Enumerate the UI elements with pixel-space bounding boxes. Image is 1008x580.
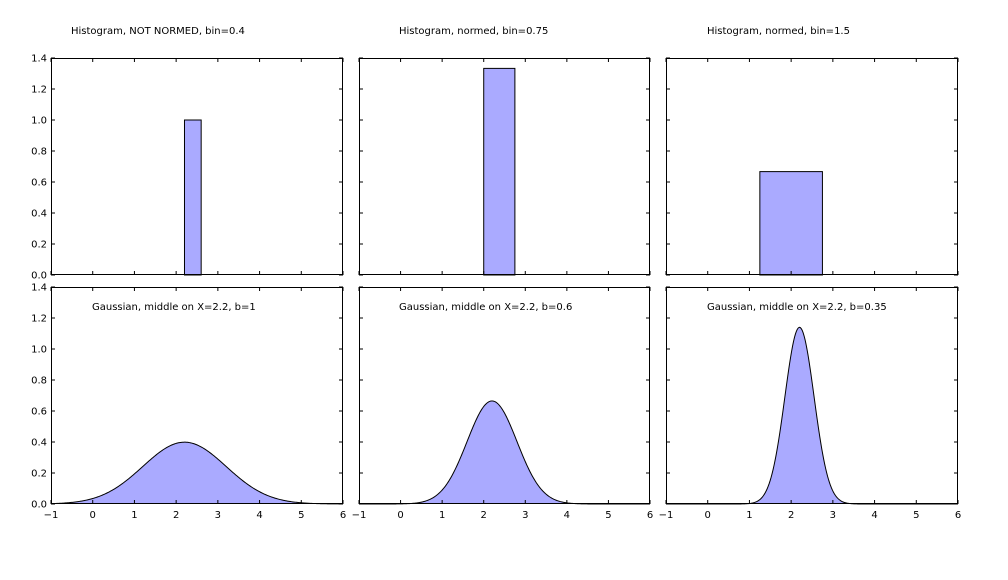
y-tick-label: 0.0 — [31, 500, 47, 511]
x-tick-label: 3 — [215, 510, 221, 521]
y-tick-label: 0.2 — [31, 240, 47, 251]
axes-frame — [359, 287, 650, 504]
chart-panel-1: Histogram, NOT NORMED, bin=0.4 0.0 0.2 0.4 0… — [31, 26, 344, 282]
x-tick-label: −1 — [352, 510, 367, 521]
axes-frame — [666, 58, 958, 275]
chart-panel-6: Gaussian, middle on X=2.2, b=0.35 −1 0 1 2 3 4… — [659, 286, 961, 521]
y-tick-label: 0.0 — [31, 271, 47, 282]
x-tick-label: 3 — [522, 510, 528, 521]
gaussian-area — [666, 327, 958, 504]
x-tick-label: −1 — [44, 510, 59, 521]
gaussian-curve — [50, 441, 343, 505]
x-tick-label: 0 — [705, 510, 711, 521]
gaussian-area — [51, 442, 343, 504]
histogram-bar — [183, 119, 202, 276]
chart-title: Histogram, normed, bin=1.5 — [707, 26, 850, 37]
x-tick-label: 2 — [481, 510, 487, 521]
chart-title: Histogram, NOT NORMED, bin=0.4 — [71, 26, 245, 37]
y-tick-label: 0.6 — [31, 178, 47, 189]
chart-panel-4: Gaussian, middle on X=2.2, b=1 0.0 0.2 0.4 0… — [31, 283, 346, 522]
gaussian-area — [359, 400, 650, 504]
x-tick-label: −1 — [659, 510, 674, 521]
chart-title: Gaussian, middle on X=2.2, b=0.35 — [707, 302, 887, 313]
chart-panel-3: Histogram, normed, bin=1.5 — [665, 26, 959, 276]
chart-title: Histogram, normed, bin=0.75 — [399, 26, 548, 37]
axes-frame — [51, 287, 343, 504]
chart-panel-2: Histogram, normed, bin=0.75 — [358, 26, 651, 276]
x-tick-label: 4 — [256, 510, 262, 521]
x-tick-label: 1 — [746, 510, 752, 521]
y-tick-label: 0.8 — [31, 376, 47, 387]
y-tick-label: 0.4 — [31, 438, 47, 449]
histogram-bar — [759, 171, 823, 276]
y-tick-label: 0.2 — [31, 469, 47, 480]
x-tick-label: 5 — [298, 510, 304, 521]
y-tick-label: 1.2 — [31, 85, 47, 96]
histogram-bar — [483, 67, 516, 276]
x-tick-label: 2 — [788, 510, 794, 521]
x-tick-label: 1 — [131, 510, 137, 521]
y-tick-label: 1.4 — [31, 54, 47, 65]
x-tick-label: 0 — [397, 510, 403, 521]
x-tick-label: 6 — [340, 510, 346, 521]
x-tick-label: 5 — [605, 510, 611, 521]
x-tick-label: 6 — [955, 510, 961, 521]
x-tick-label: 6 — [647, 510, 653, 521]
x-tick-label: 1 — [439, 510, 445, 521]
axes-frame — [51, 58, 343, 275]
y-tick-label: 1.2 — [31, 314, 47, 325]
chart-title: Gaussian, middle on X=2.2, b=1 — [92, 302, 256, 313]
x-tick-label: 2 — [173, 510, 179, 521]
y-tick-label: 1.0 — [31, 345, 47, 356]
x-tick-label: 4 — [871, 510, 877, 521]
chart-title: Gaussian, middle on X=2.2, b=0.6 — [399, 302, 572, 313]
x-tick-label: 5 — [913, 510, 919, 521]
y-tick-label: 1.4 — [31, 283, 47, 294]
x-tick-label: 0 — [90, 510, 96, 521]
y-tick-label: 0.8 — [31, 147, 47, 158]
y-tick-label: 0.6 — [31, 407, 47, 418]
y-tick-label: 0.4 — [31, 209, 47, 220]
chart-panel-5: Gaussian, middle on X=2.2, b=0.6 −1 0 1 2 3 4 5… — [352, 286, 653, 521]
x-tick-label: 4 — [564, 510, 570, 521]
y-tick-label: 1.0 — [31, 116, 47, 127]
axes-frame — [666, 287, 958, 504]
x-tick-label: 3 — [830, 510, 836, 521]
axes-frame — [359, 58, 650, 275]
